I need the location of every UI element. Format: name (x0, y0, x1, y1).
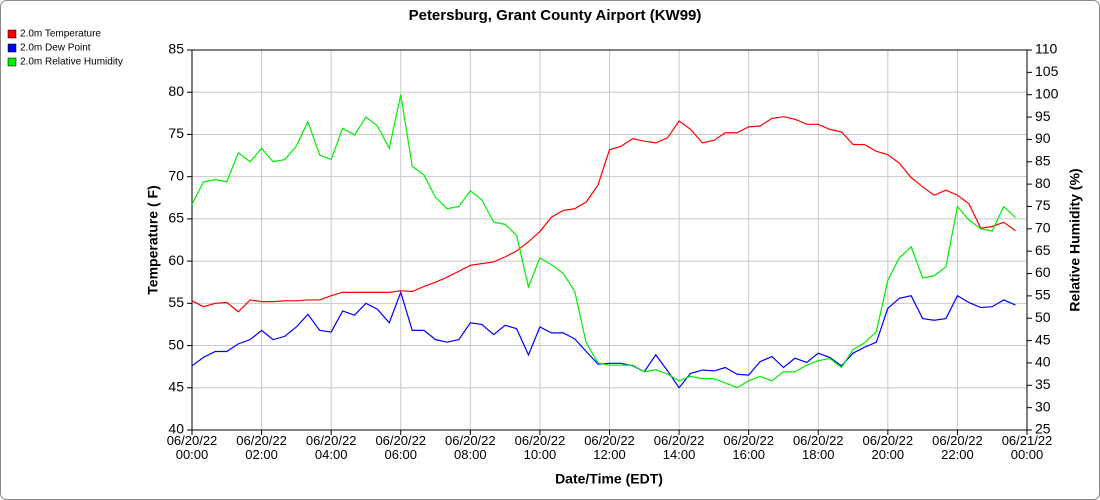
legend-swatch (7, 43, 17, 53)
y2-tick-label: 70 (1035, 220, 1051, 236)
plot-border (191, 49, 1028, 431)
chart-title: Petersburg, Grant County Airport (KW99) (409, 7, 702, 24)
y2-tick-label: 50 (1035, 309, 1051, 325)
y2-tick-label: 40 (1035, 354, 1051, 370)
y2-tick-label: 105 (1035, 63, 1059, 79)
legend-label: 2.0m Temperature (20, 29, 101, 40)
x-axis-label: Date/Time (EDT) (555, 471, 663, 487)
y2-tick-label: 60 (1035, 264, 1051, 280)
x-tick-label: 06/20/22 12:00 (584, 433, 635, 462)
y-tick-label: 40 (168, 421, 184, 437)
y-tick-label: 45 (168, 378, 184, 394)
x-tick-label: 06/20/22 14:00 (654, 433, 705, 462)
y2-tick-label: 100 (1035, 85, 1059, 101)
y-tick-label: 50 (168, 336, 184, 352)
legend-label: 2.0m Dew Point (20, 43, 91, 54)
x-tick-label: 06/20/22 04:00 (306, 433, 357, 462)
y2-tick-label: 90 (1035, 130, 1051, 146)
y2-tick-label: 35 (1035, 376, 1051, 392)
y-tick-label: 60 (168, 252, 184, 268)
y2-axis-label: Relative Humidity (%) (1067, 168, 1083, 311)
y-tick-label: 65 (168, 210, 184, 226)
y2-tick-label: 80 (1035, 175, 1051, 191)
y-tick-label: 55 (168, 294, 184, 310)
x-tick-label: 06/20/22 18:00 (793, 433, 844, 462)
y2-tick-label: 65 (1035, 242, 1051, 258)
y2-tick-label: 75 (1035, 197, 1051, 213)
y2-tick-label: 55 (1035, 287, 1051, 303)
legend-label: 2.0m Relative Humidity (20, 57, 123, 68)
x-tick-label: 06/20/22 00:00 (167, 433, 218, 462)
y2-tick-label: 110 (1035, 41, 1058, 57)
legend-swatch (7, 57, 17, 67)
x-tick-label: 06/21/22 00:00 (1002, 433, 1053, 462)
y-axis-label: Temperature ( F) (145, 185, 161, 294)
x-tick-label: 06/20/22 10:00 (515, 433, 566, 462)
x-tick-label: 06/20/22 22:00 (932, 433, 983, 462)
y-tick-label: 85 (168, 41, 184, 57)
y-tick-label: 70 (168, 167, 184, 183)
y-tick-label: 75 (168, 125, 184, 141)
y2-tick-label: 95 (1035, 108, 1051, 124)
x-tick-label: 06/20/22 08:00 (445, 433, 496, 462)
y2-tick-label: 30 (1035, 398, 1051, 414)
y2-tick-label: 25 (1035, 421, 1051, 437)
x-tick-label: 06/20/22 06:00 (375, 433, 426, 462)
y-tick-label: 80 (168, 83, 184, 99)
x-tick-label: 06/20/22 02:00 (236, 433, 287, 462)
series-line (191, 116, 1016, 313)
y2-tick-label: 45 (1035, 331, 1051, 347)
x-tick-label: 06/20/22 16:00 (723, 433, 774, 462)
y2-tick-label: 85 (1035, 152, 1051, 168)
series-line (191, 94, 1016, 389)
x-tick-label: 06/20/22 20:00 (863, 433, 914, 462)
legend-swatch (7, 29, 17, 39)
